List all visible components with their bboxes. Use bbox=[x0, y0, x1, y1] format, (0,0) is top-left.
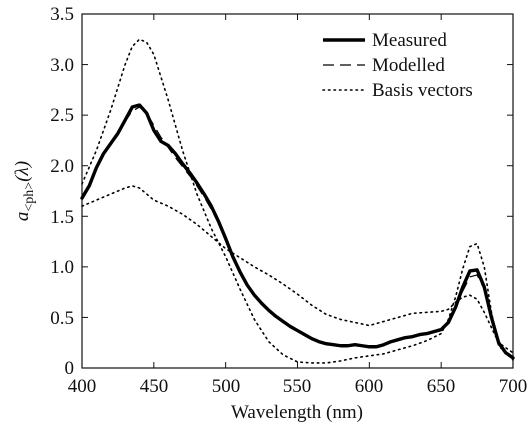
y-tick-label: 2.5 bbox=[50, 105, 74, 126]
y-tick-label: 2.0 bbox=[50, 156, 74, 177]
y-axis-title: a<ph>(λ) bbox=[12, 161, 37, 221]
x-axis-title: Wavelength (nm) bbox=[231, 402, 363, 423]
series-layer bbox=[80, 38, 515, 364]
x-tick-labels: 400 450 500 550 600 650 700 bbox=[68, 376, 528, 397]
series-line-measured-0 bbox=[80, 103, 515, 360]
x-tick-label: 600 bbox=[355, 376, 384, 397]
x-tick-label: 550 bbox=[283, 376, 312, 397]
series-line-modelled-1 bbox=[81, 106, 514, 358]
x-tick-label: 450 bbox=[140, 376, 169, 397]
x-tick-label: 400 bbox=[68, 376, 97, 397]
y-axis-subscript: <ph> bbox=[22, 182, 37, 212]
y-axis-argument: (λ) bbox=[12, 161, 33, 182]
y-tick-label: 0 bbox=[65, 358, 75, 379]
y-tick-label: 1.5 bbox=[50, 207, 74, 228]
plot-frame bbox=[81, 13, 514, 369]
y-tick-label: 1.0 bbox=[50, 257, 74, 278]
legend-label-basis-vectors: Basis vectors bbox=[372, 80, 473, 101]
series-line-basis-vectors-2 bbox=[81, 38, 514, 364]
legend: Measured Modelled Basis vectors bbox=[322, 30, 473, 101]
tick-layer bbox=[81, 13, 514, 369]
x-tick-label: 700 bbox=[499, 376, 528, 397]
y-tick-label: 3.5 bbox=[50, 4, 74, 25]
plot-area bbox=[80, 13, 515, 369]
y-tick-labels: 0 0.5 1.0 1.5 2.0 2.5 3.0 3.5 bbox=[50, 4, 74, 379]
y-axis-symbol: a bbox=[12, 212, 33, 222]
x-tick-label: 500 bbox=[212, 376, 241, 397]
legend-label-measured: Measured bbox=[372, 30, 447, 51]
y-tick-label: 3.0 bbox=[50, 55, 74, 76]
legend-label-modelled: Modelled bbox=[372, 55, 445, 76]
x-tick-label: 650 bbox=[427, 376, 456, 397]
series-line-basis-vectors-3 bbox=[81, 185, 514, 354]
y-tick-label: 0.5 bbox=[50, 308, 74, 329]
